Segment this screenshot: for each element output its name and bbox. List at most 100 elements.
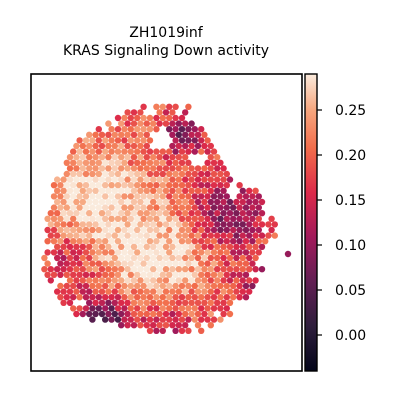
tissue-spot bbox=[79, 210, 87, 217]
tissue-spot bbox=[66, 165, 74, 172]
tissue-spot bbox=[134, 294, 141, 301]
tissue-spot bbox=[198, 226, 205, 234]
tissue-spot bbox=[86, 266, 93, 273]
tissue-spot bbox=[57, 182, 64, 189]
tissue-spot bbox=[86, 221, 93, 228]
tissue-spot bbox=[201, 288, 208, 295]
tissue-spot bbox=[66, 198, 74, 206]
tissue-spot bbox=[124, 131, 131, 138]
tissue-spot bbox=[178, 271, 186, 278]
tissue-spot bbox=[210, 215, 218, 222]
tissue-spot bbox=[89, 193, 96, 200]
tissue-spot bbox=[70, 226, 77, 234]
tissue-spot bbox=[111, 187, 119, 194]
tissue-spot bbox=[188, 187, 195, 194]
tissue-spot bbox=[169, 288, 176, 295]
tissue-spot bbox=[162, 198, 170, 206]
tissue-spot bbox=[156, 187, 163, 194]
tissue-spot bbox=[111, 165, 119, 172]
tissue-spot bbox=[178, 126, 186, 133]
tissue-spot bbox=[249, 238, 256, 245]
tissue-spot bbox=[185, 327, 192, 334]
tissue-spot bbox=[162, 310, 170, 318]
tissue-spot bbox=[121, 193, 128, 200]
tissue-spot bbox=[242, 238, 250, 245]
tissue-spot bbox=[146, 159, 154, 166]
tissue-spot bbox=[198, 260, 205, 267]
tissue-spot bbox=[140, 316, 147, 323]
tissue-spot bbox=[214, 165, 221, 172]
tissue-spot bbox=[143, 310, 150, 318]
tissue-spot bbox=[44, 271, 51, 278]
tissue-spot bbox=[182, 288, 189, 295]
tissue-spot bbox=[54, 198, 61, 206]
tissue-spot bbox=[127, 316, 134, 323]
tissue-spot bbox=[76, 271, 83, 278]
tissue-spot bbox=[255, 238, 262, 245]
tissue-spot bbox=[140, 103, 147, 111]
tissue-spot bbox=[191, 305, 198, 312]
tissue-spot bbox=[134, 271, 141, 278]
tissue-spot bbox=[204, 305, 211, 312]
tissue-spot bbox=[124, 277, 131, 284]
tissue-spot bbox=[220, 221, 227, 228]
tissue-spot bbox=[111, 210, 119, 217]
tissue-spot bbox=[95, 148, 103, 155]
tissue-spot bbox=[178, 226, 186, 234]
tissue-spot bbox=[127, 305, 134, 312]
tissue-spot bbox=[95, 204, 103, 211]
tissue-spot bbox=[172, 182, 179, 189]
tissue-spot bbox=[217, 170, 224, 178]
tissue-spot bbox=[201, 277, 208, 284]
tissue-spot bbox=[66, 266, 74, 273]
tissue-spot bbox=[114, 204, 122, 211]
tissue-spot bbox=[130, 299, 138, 306]
tissue-spot bbox=[185, 282, 192, 290]
tissue-spot bbox=[185, 103, 192, 111]
tissue-spot bbox=[137, 310, 144, 318]
tissue-spot bbox=[114, 282, 122, 290]
tissue-spot bbox=[50, 215, 58, 222]
tissue-spot bbox=[121, 204, 128, 211]
tissue-spot bbox=[169, 210, 176, 217]
tissue-spot bbox=[153, 148, 160, 155]
tissue-spot bbox=[166, 103, 173, 111]
tissue-spot bbox=[210, 238, 218, 245]
tissue-spot bbox=[63, 271, 70, 278]
tissue-spot bbox=[185, 226, 192, 234]
tissue-spot bbox=[246, 187, 253, 194]
tissue-spot bbox=[79, 277, 87, 284]
tissue-spot bbox=[146, 282, 154, 290]
tissue-spot bbox=[178, 316, 186, 323]
tissue-spot bbox=[172, 305, 179, 312]
tissue-spot bbox=[137, 165, 144, 172]
tissue-spot bbox=[137, 322, 144, 329]
tissue-spot bbox=[140, 182, 147, 189]
tissue-spot bbox=[54, 254, 61, 262]
tissue-spot bbox=[169, 165, 176, 172]
tissue-spot bbox=[258, 221, 266, 228]
tissue-spot bbox=[156, 288, 163, 295]
tissue-spot bbox=[153, 215, 160, 222]
tissue-spot bbox=[124, 254, 131, 262]
tissue-spot bbox=[175, 221, 182, 228]
tissue-spot bbox=[162, 120, 170, 127]
tissue-spot bbox=[201, 187, 208, 194]
tissue-spot bbox=[169, 131, 176, 138]
tissue-spot bbox=[146, 305, 154, 312]
tissue-spot bbox=[166, 182, 173, 189]
tissue-spot bbox=[54, 210, 61, 217]
tissue-spot bbox=[118, 187, 125, 194]
tissue-spot bbox=[162, 109, 170, 116]
tissue-spot bbox=[130, 198, 138, 206]
tissue-spot bbox=[150, 299, 157, 306]
tissue-spot bbox=[230, 271, 237, 278]
tissue-spot bbox=[111, 288, 119, 295]
tissue-spot bbox=[201, 221, 208, 228]
tissue-spot bbox=[60, 221, 67, 228]
tissue-spot bbox=[121, 126, 128, 133]
tissue-spot bbox=[47, 210, 54, 217]
tissue-spot bbox=[198, 204, 205, 211]
tissue-spot bbox=[242, 226, 250, 234]
tissue-spot bbox=[57, 238, 64, 245]
